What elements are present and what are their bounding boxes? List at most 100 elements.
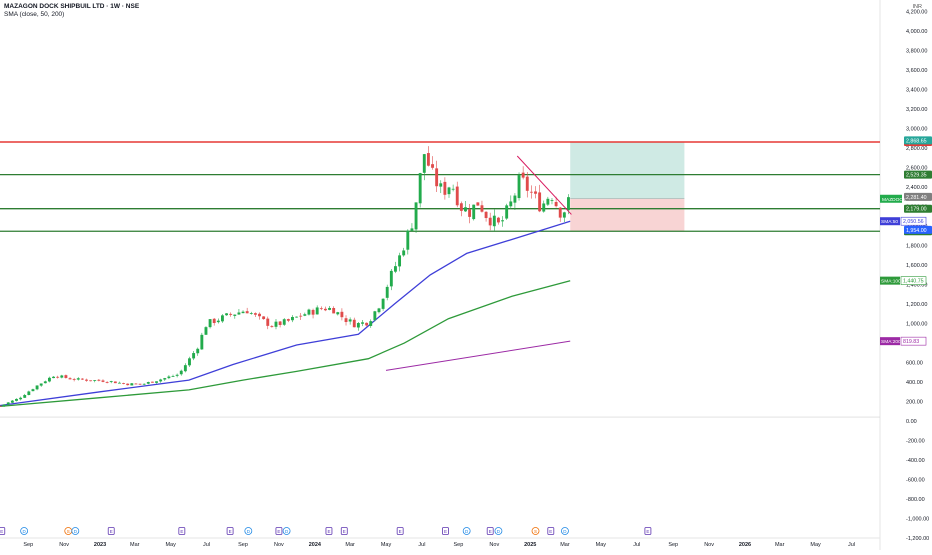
event-marker	[107, 527, 115, 535]
candle-body	[529, 191, 533, 193]
event-marker	[561, 527, 569, 535]
price-tag-text: 1,954.00	[906, 228, 927, 234]
event-marker-text: D	[285, 529, 289, 534]
candle-body	[72, 379, 76, 380]
candle-body	[60, 375, 64, 378]
candle-body	[175, 374, 179, 376]
candle-body	[377, 308, 381, 313]
event-marker	[325, 527, 333, 535]
candle-body	[196, 348, 200, 354]
candle-body	[505, 205, 509, 219]
trendline	[516, 155, 572, 215]
event-marker-text: D	[74, 529, 78, 534]
sma50-label-bg	[880, 217, 900, 226]
candle-body	[31, 389, 35, 392]
candle-body	[472, 204, 476, 220]
y-tick-label: 3,400.00	[906, 88, 927, 94]
candle-body	[567, 197, 570, 211]
candle-body	[476, 202, 480, 206]
x-tick-label: Sep	[238, 542, 248, 548]
event-marker	[442, 527, 449, 535]
y-tick-label: 600.00	[906, 361, 923, 367]
candle-body	[426, 153, 430, 166]
candle-body	[431, 164, 434, 168]
indicator-legend: SMA (close, 50, 200)	[4, 11, 65, 18]
candle-body	[373, 311, 377, 321]
candle-body	[484, 211, 488, 219]
sma100-label-bg	[880, 276, 900, 285]
candle-body	[208, 319, 212, 328]
candle-body	[443, 181, 447, 195]
y-tick-label: -1,000.00	[906, 517, 929, 523]
sma50-value-bg	[900, 216, 927, 226]
x-tick-label: 2024	[309, 542, 322, 548]
symbol-tag-text: MAZDOCK	[882, 197, 907, 203]
y-tick-label: 0.00	[906, 419, 917, 425]
candle-body	[291, 316, 294, 321]
event-marker	[531, 527, 540, 535]
event-marker-text: D	[23, 529, 27, 534]
candle-body	[517, 175, 521, 199]
candle-body	[76, 378, 80, 380]
sma200-label-text: SMA:200	[881, 339, 901, 345]
candle-body	[113, 381, 117, 384]
candle-body	[315, 307, 319, 315]
candle-body	[10, 400, 14, 403]
level-tag-bg	[904, 204, 932, 213]
sma200-label-bg	[880, 337, 900, 346]
candle-body	[225, 313, 229, 316]
price-tag-bg	[904, 225, 932, 234]
price-tag-text: 2,281.40	[906, 195, 927, 201]
y-tick-label: -200.00	[906, 439, 925, 445]
level-tag-text: 2,179.00	[906, 207, 927, 213]
x-tick-label: Nov	[274, 542, 284, 548]
x-tick-label: Jul	[203, 542, 210, 548]
candle-body	[369, 321, 373, 326]
candle-body	[340, 311, 344, 318]
candle-body	[253, 313, 257, 315]
candle-body	[513, 195, 517, 203]
candle-body	[237, 312, 241, 315]
y-tick-label: 3,000.00	[906, 127, 927, 133]
y-tick-label: 400.00	[906, 380, 923, 386]
candle-body	[389, 270, 393, 287]
candle-body	[274, 321, 278, 327]
event-marker-text: E	[549, 529, 552, 534]
candle-body	[188, 358, 191, 366]
sma200-value-text: 819.83	[903, 339, 919, 345]
y-tick-label: 4,200.00	[906, 10, 927, 16]
candle-body	[35, 385, 39, 390]
sma200-line	[385, 340, 571, 371]
candle-body	[179, 370, 183, 375]
candle-body	[468, 209, 472, 217]
candle-body	[85, 379, 88, 381]
event-marker	[486, 527, 494, 535]
x-tick-label: Nov	[704, 542, 714, 548]
candle-body	[101, 380, 105, 382]
y-tick-label: 1,400.00	[906, 283, 927, 289]
y-tick-label: 2,800.00	[906, 146, 927, 152]
x-tick-label: Nov	[59, 542, 69, 548]
candle-body	[171, 376, 175, 377]
candle-body	[558, 207, 562, 218]
candle-body	[323, 308, 327, 311]
candle-body	[402, 250, 406, 256]
candle-body	[27, 391, 31, 395]
event-marker	[226, 527, 234, 535]
candle-body	[122, 383, 126, 384]
y-tick-label: 1,000.00	[906, 322, 927, 328]
event-marker-text: E	[229, 529, 232, 534]
candle-body	[534, 191, 537, 194]
event-marker-text: E	[489, 529, 492, 534]
event-marker	[396, 527, 404, 535]
symbol-tag-bg	[880, 194, 902, 203]
candle-body	[89, 380, 93, 382]
candle-body	[278, 321, 282, 325]
candle-body	[480, 205, 484, 212]
candle-body	[361, 322, 364, 324]
candle-body	[64, 375, 68, 378]
x-tick-label: Sep	[23, 542, 33, 548]
candle-body	[488, 217, 492, 226]
candle-body	[204, 327, 208, 335]
